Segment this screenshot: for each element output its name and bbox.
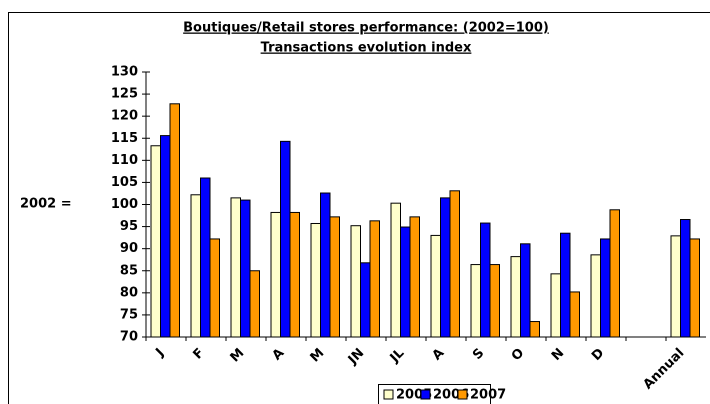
bar — [329, 216, 340, 338]
x-tick-label: O — [509, 346, 527, 364]
bar — [270, 211, 281, 338]
chart-border — [8, 12, 710, 404]
y-tick-label: 90 — [120, 241, 138, 256]
x-tick-label: J — [153, 346, 168, 361]
bar — [520, 243, 531, 338]
bar — [190, 194, 201, 338]
x-tick-label: A — [430, 346, 448, 364]
bar — [320, 192, 331, 338]
chart-title: Boutiques/Retail stores performance: (20… — [183, 21, 549, 36]
y-tick-label: 125 — [111, 87, 138, 102]
x-tick-label: A — [270, 346, 288, 364]
bar — [689, 238, 700, 338]
bar — [409, 216, 420, 338]
annotation: 2002 = — [20, 197, 72, 212]
bar — [510, 256, 521, 338]
bar — [240, 199, 251, 338]
y-tick-label: 100 — [111, 197, 138, 212]
y-tick-label: 85 — [120, 263, 138, 278]
bar — [150, 145, 161, 338]
x-tick-label: M — [228, 346, 248, 366]
bar — [230, 197, 241, 338]
bar — [670, 235, 681, 338]
legend-swatch — [383, 389, 394, 400]
legend-swatch — [420, 389, 431, 400]
x-tick-label: N — [549, 346, 567, 364]
bar — [390, 202, 401, 338]
bar — [249, 270, 260, 338]
bar — [289, 211, 300, 338]
bar — [680, 219, 691, 338]
y-tick-label: 70 — [120, 330, 138, 345]
bar — [550, 273, 561, 338]
bar — [169, 103, 180, 338]
x-tick-label: F — [190, 346, 207, 363]
y-tick-label: 105 — [111, 175, 138, 190]
bar — [160, 135, 171, 338]
bar — [609, 209, 620, 338]
bar — [280, 140, 291, 338]
bar — [200, 177, 211, 338]
y-tick-label: 130 — [111, 65, 138, 80]
y-tick-label: 95 — [120, 219, 138, 234]
x-tick-label: Annual — [641, 346, 688, 393]
bar — [470, 264, 481, 338]
bar — [480, 222, 491, 338]
bar — [489, 264, 500, 338]
bar — [590, 254, 601, 338]
y-tick-label: 110 — [111, 153, 138, 168]
y-tick-label: 75 — [120, 307, 138, 322]
bar — [569, 291, 580, 338]
legend-label: 2007 — [470, 388, 506, 403]
bar — [430, 234, 441, 338]
y-tick-label: 80 — [120, 285, 138, 300]
y-tick-label: 115 — [111, 131, 138, 146]
bar — [560, 232, 571, 338]
bar — [350, 225, 361, 338]
bar — [529, 321, 540, 338]
bar — [400, 226, 411, 338]
bar — [440, 197, 451, 338]
legend-swatch — [457, 389, 468, 400]
bar — [360, 262, 371, 338]
bar — [209, 238, 220, 338]
x-tick-label: M — [308, 346, 328, 366]
bar — [369, 220, 380, 338]
y-tick-label: 120 — [111, 109, 138, 124]
chart-subtitle: Transactions evolution index — [261, 41, 472, 56]
bar — [310, 222, 321, 338]
x-tick-label: D — [589, 346, 607, 364]
x-tick-label: S — [470, 346, 487, 363]
bar — [449, 190, 460, 338]
x-tick-label: JL — [387, 346, 408, 367]
x-tick-label: JN — [345, 346, 367, 368]
bar — [600, 238, 611, 338]
